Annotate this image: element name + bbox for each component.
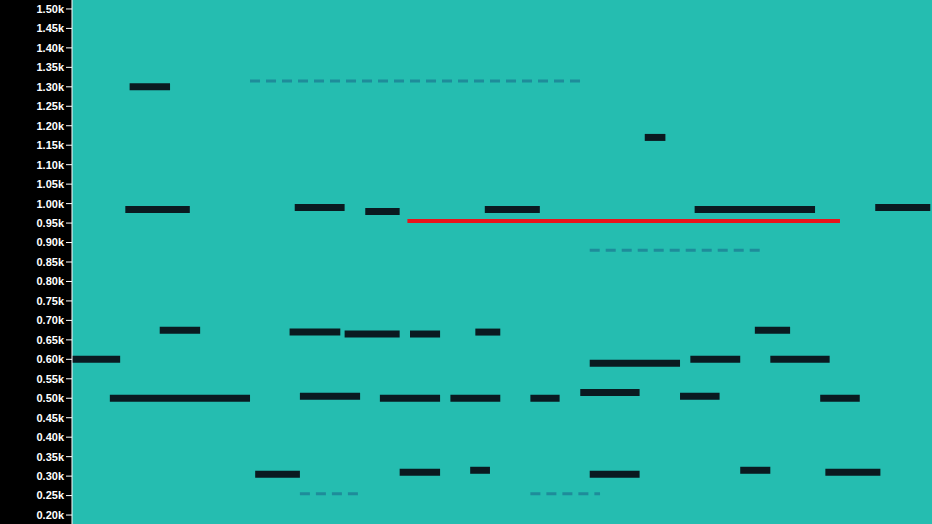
svg-text:0.35k: 0.35k (36, 451, 64, 463)
svg-text:1.10k: 1.10k (36, 159, 64, 171)
svg-text:1.50k: 1.50k (36, 3, 64, 15)
svg-text:1.05k: 1.05k (36, 178, 64, 190)
svg-text:0.25k: 0.25k (36, 489, 64, 501)
svg-text:0.90k: 0.90k (36, 236, 64, 248)
svg-text:0.60k: 0.60k (36, 353, 64, 365)
svg-text:0.70k: 0.70k (36, 314, 64, 326)
svg-text:0.65k: 0.65k (36, 334, 64, 346)
svg-text:0.80k: 0.80k (36, 275, 64, 287)
svg-text:1.20k: 1.20k (36, 120, 64, 132)
svg-text:1.30k: 1.30k (36, 81, 64, 93)
svg-text:1.15k: 1.15k (36, 139, 64, 151)
svg-text:0.95k: 0.95k (36, 217, 64, 229)
svg-text:1.40k: 1.40k (36, 42, 64, 54)
svg-text:0.55k: 0.55k (36, 373, 64, 385)
svg-text:0.75k: 0.75k (36, 295, 64, 307)
svg-text:0.40k: 0.40k (36, 431, 64, 443)
svg-text:1.00k: 1.00k (36, 198, 64, 210)
svg-text:1.25k: 1.25k (36, 100, 64, 112)
svg-text:0.20k: 0.20k (36, 509, 64, 521)
svg-text:0.45k: 0.45k (36, 412, 64, 424)
svg-text:0.50k: 0.50k (36, 392, 64, 404)
svg-text:0.85k: 0.85k (36, 256, 64, 268)
svg-text:1.45k: 1.45k (36, 22, 64, 34)
svg-text:1.35k: 1.35k (36, 61, 64, 73)
svg-text:0.30k: 0.30k (36, 470, 64, 482)
